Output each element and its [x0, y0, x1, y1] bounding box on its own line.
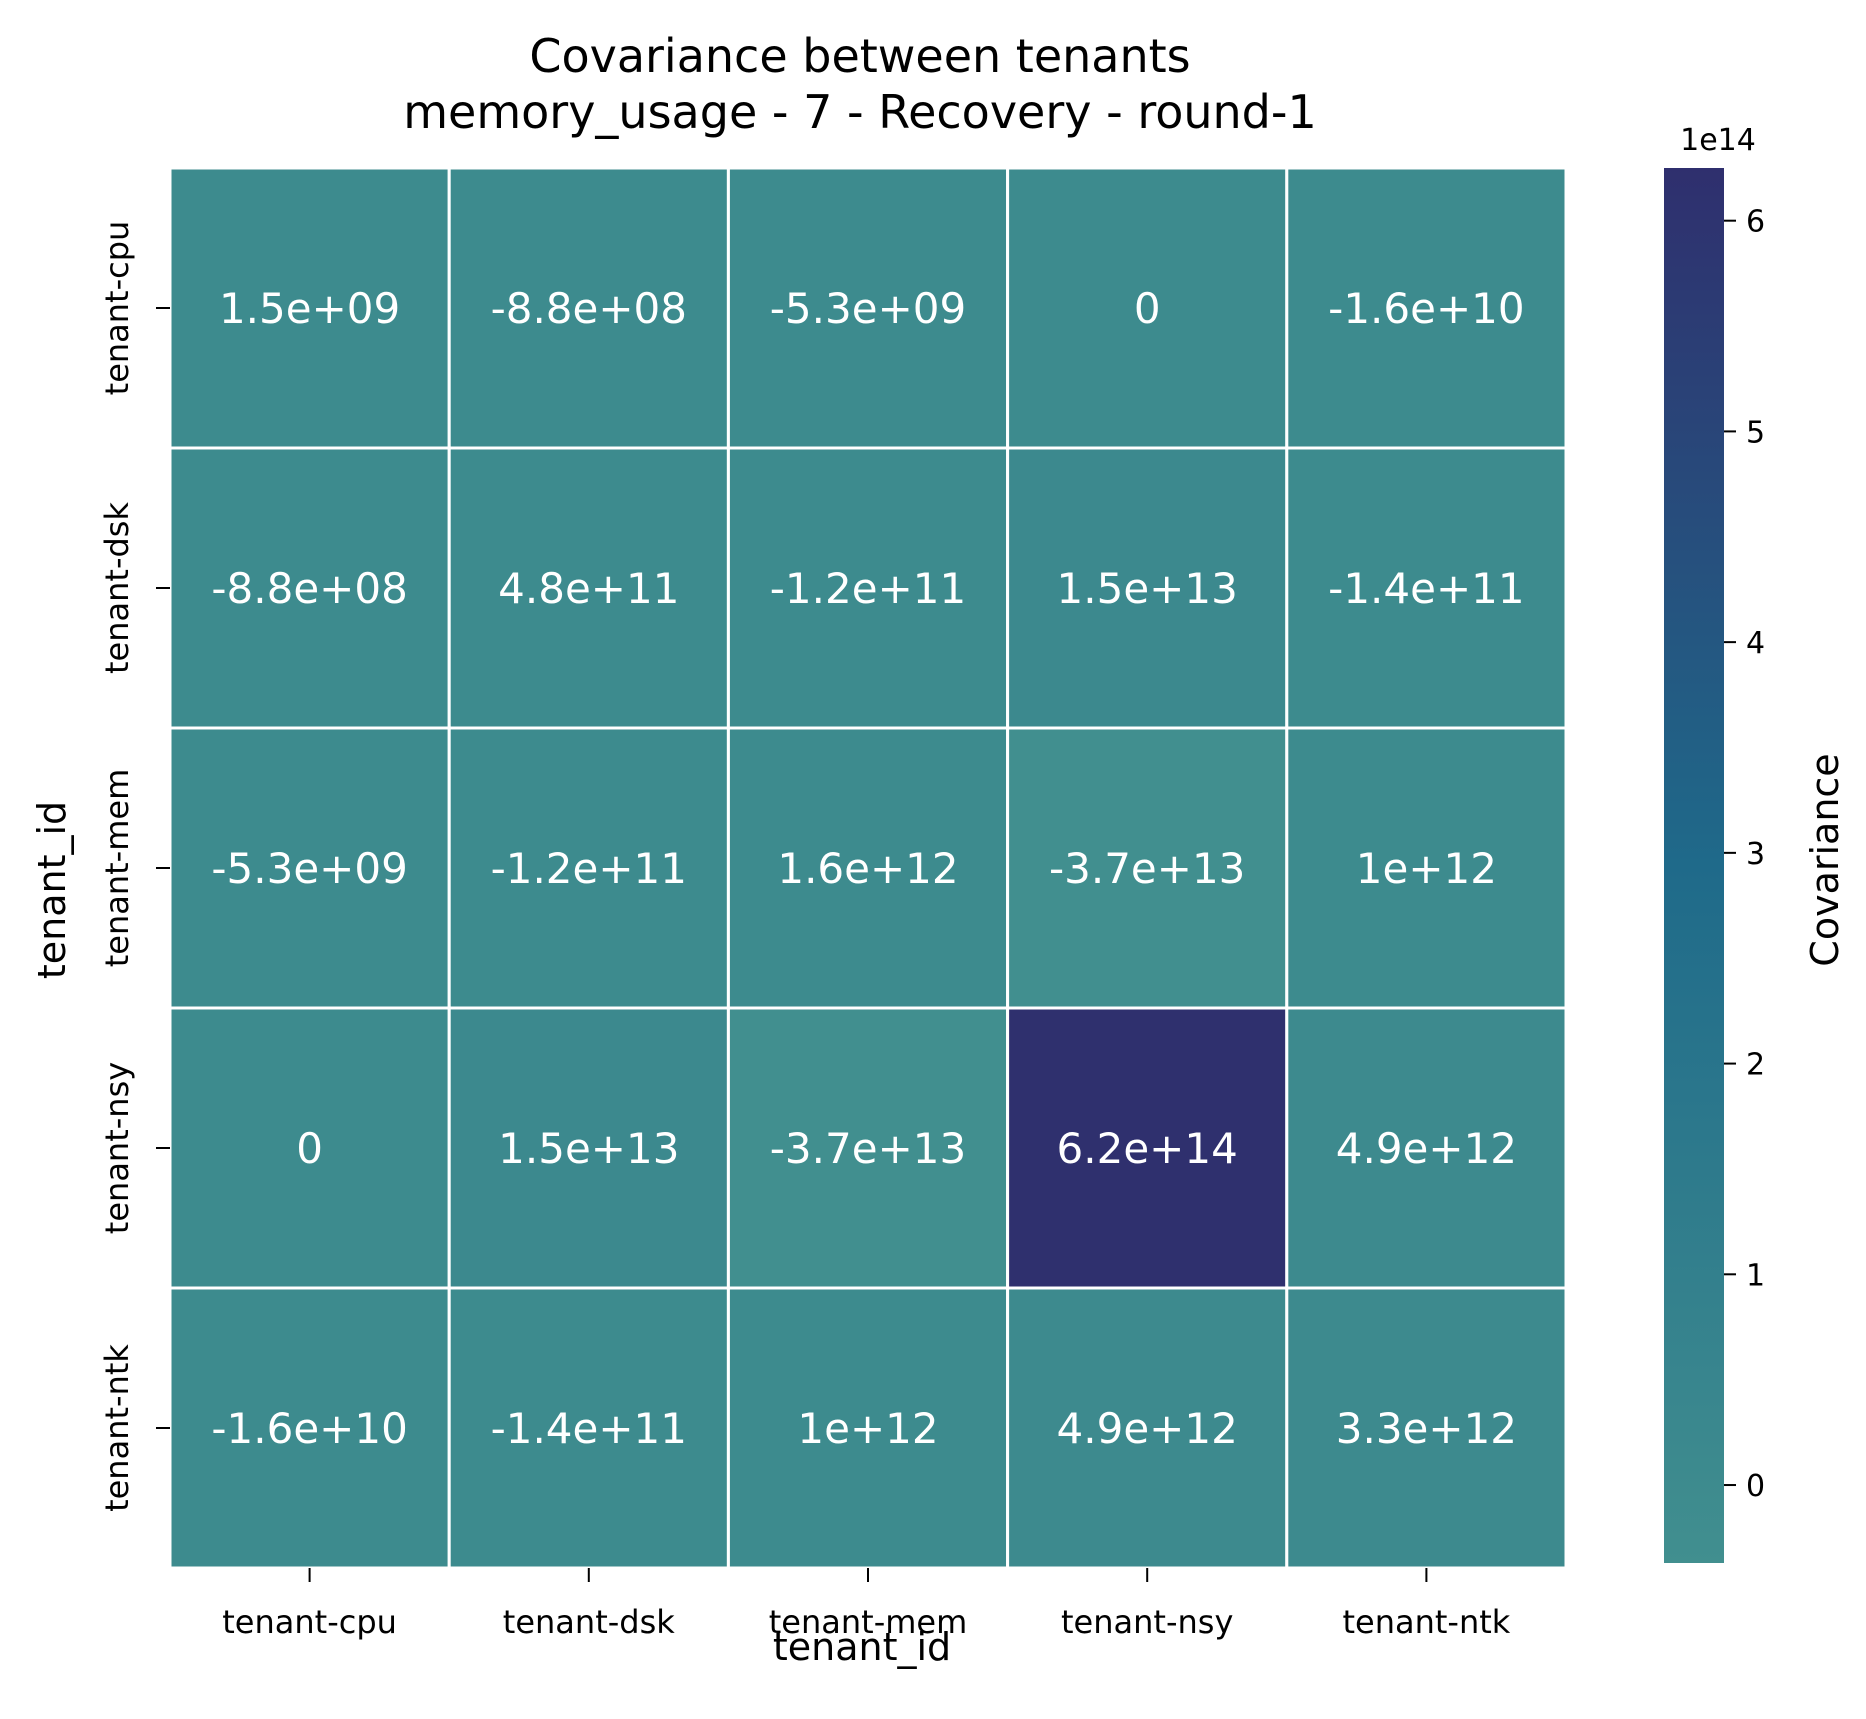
colorbar-tick-label: 4: [1746, 626, 1765, 661]
colorbar-tick-label: 1: [1746, 1258, 1765, 1293]
heatmap-cell: [447, 166, 730, 450]
cell-value-label: 1e+12: [1356, 844, 1497, 893]
heatmap-cell: [447, 1006, 730, 1290]
heatmap-cell: [447, 1286, 730, 1570]
cell-value-label: -5.3e+09: [211, 844, 407, 893]
colorbar-tick-label: 3: [1746, 837, 1765, 872]
colorbar-tick-label: 6: [1746, 205, 1765, 240]
heatmap-cell: [726, 446, 1010, 730]
colorbar-ticks: 0 1 2 3 4 5 6: [1724, 205, 1765, 1504]
y-tick-label: tenant-ntk: [98, 1344, 136, 1512]
heatmap-cell: [726, 1006, 1010, 1290]
heatmap-cell: [1006, 726, 1289, 1010]
heatmap-cell-labels: 1.5e+09 -8.8e+08 -5.3e+09 0 -1.6e+10 -8.8e+08…: [211, 284, 1524, 1453]
cell-value-label: -8.8e+08: [211, 564, 407, 613]
colorbar-label: Covariance: [1803, 753, 1847, 966]
colorbar-offset-text: 1e14: [1680, 123, 1756, 158]
cell-value-label: -3.7e+13: [1049, 844, 1245, 893]
colorbar-tick-label: 0: [1746, 1469, 1765, 1504]
y-tick-label: tenant-dsk: [98, 502, 136, 674]
cell-value-label: 1.6e+12: [777, 844, 958, 893]
cell-value-label: 6.2e+14: [1057, 1124, 1238, 1173]
cell-value-label: -1.6e+10: [211, 1404, 407, 1453]
heatmap-cell: [726, 166, 1010, 450]
cell-value-label: -5.3e+09: [770, 284, 966, 333]
chart-subtitle: memory_usage - 7 - Recovery - round-1: [403, 85, 1317, 139]
colorbar-gradient: [1664, 168, 1724, 1563]
cell-value-label: 3.3e+12: [1336, 1404, 1517, 1453]
cell-value-label: -1.2e+11: [491, 844, 687, 893]
cell-value-label: 4.8e+11: [498, 564, 679, 613]
heatmap-cell: [726, 1286, 1010, 1570]
y-tick-label: tenant-mem: [98, 769, 136, 968]
heatmap-cell: [726, 726, 1010, 1010]
cell-value-label: 0: [1134, 284, 1161, 333]
heatmap-cell: [1006, 166, 1289, 450]
colorbar: 0 1 2 3 4 5 6 1e14 Covariance: [1664, 123, 1847, 1563]
heatmap-cell: [1006, 1006, 1289, 1290]
heatmap-cell: [168, 166, 451, 450]
cell-value-label: 4.9e+12: [1057, 1404, 1238, 1453]
x-tick-label: tenant-nsy: [1061, 1603, 1233, 1641]
heatmap-cell: [1285, 726, 1568, 1010]
heatmap-cell: [1285, 1286, 1568, 1570]
cell-value-label: -1.4e+11: [491, 1404, 687, 1453]
heatmap-cell: [168, 1286, 451, 1570]
cell-value-label: 1.5e+09: [219, 284, 400, 333]
x-tick-label: tenant-dsk: [503, 1603, 675, 1641]
y-axis: tenant-cpu tenant-dsk tenant-mem tenant-nsy…: [98, 221, 170, 1512]
x-tick-label: tenant-mem: [769, 1603, 968, 1641]
cell-value-label: 4.9e+12: [1336, 1124, 1517, 1173]
cell-value-label: 0: [296, 1124, 323, 1173]
cell-value-label: 1.5e+13: [1057, 564, 1238, 613]
x-axis-label: tenant_id: [773, 1625, 951, 1669]
y-tick-label: tenant-nsy: [98, 1062, 136, 1234]
heatmap-cell: [1285, 1006, 1568, 1290]
heatmap-cell: [1285, 166, 1568, 450]
cell-value-label: 1.5e+13: [498, 1124, 679, 1173]
cell-value-label: -8.8e+08: [491, 284, 687, 333]
cell-value-label: -1.2e+11: [770, 564, 966, 613]
cell-value-label: 1e+12: [797, 1404, 938, 1453]
y-tick-label: tenant-cpu: [98, 221, 136, 396]
heatmap-cell: [168, 446, 451, 730]
cell-value-label: -1.4e+11: [1328, 564, 1524, 613]
heatmap-cell: [1285, 446, 1568, 730]
colorbar-tick-label: 2: [1746, 1048, 1765, 1083]
chart-title: Covariance between tenants: [529, 29, 1190, 83]
heatmap-cells: [168, 166, 1568, 1570]
y-axis-label: tenant_id: [30, 801, 74, 979]
x-tick-label: tenant-cpu: [222, 1603, 397, 1641]
x-axis: tenant-cpu tenant-dsk tenant-mem tenant-nsy…: [222, 1568, 1511, 1641]
heatmap-cell: [447, 726, 730, 1010]
colorbar-tick-label: 5: [1746, 415, 1765, 450]
cell-value-label: -3.7e+13: [770, 1124, 966, 1173]
cell-value-label: -1.6e+10: [1328, 284, 1524, 333]
x-tick-label: tenant-ntk: [1342, 1603, 1510, 1641]
